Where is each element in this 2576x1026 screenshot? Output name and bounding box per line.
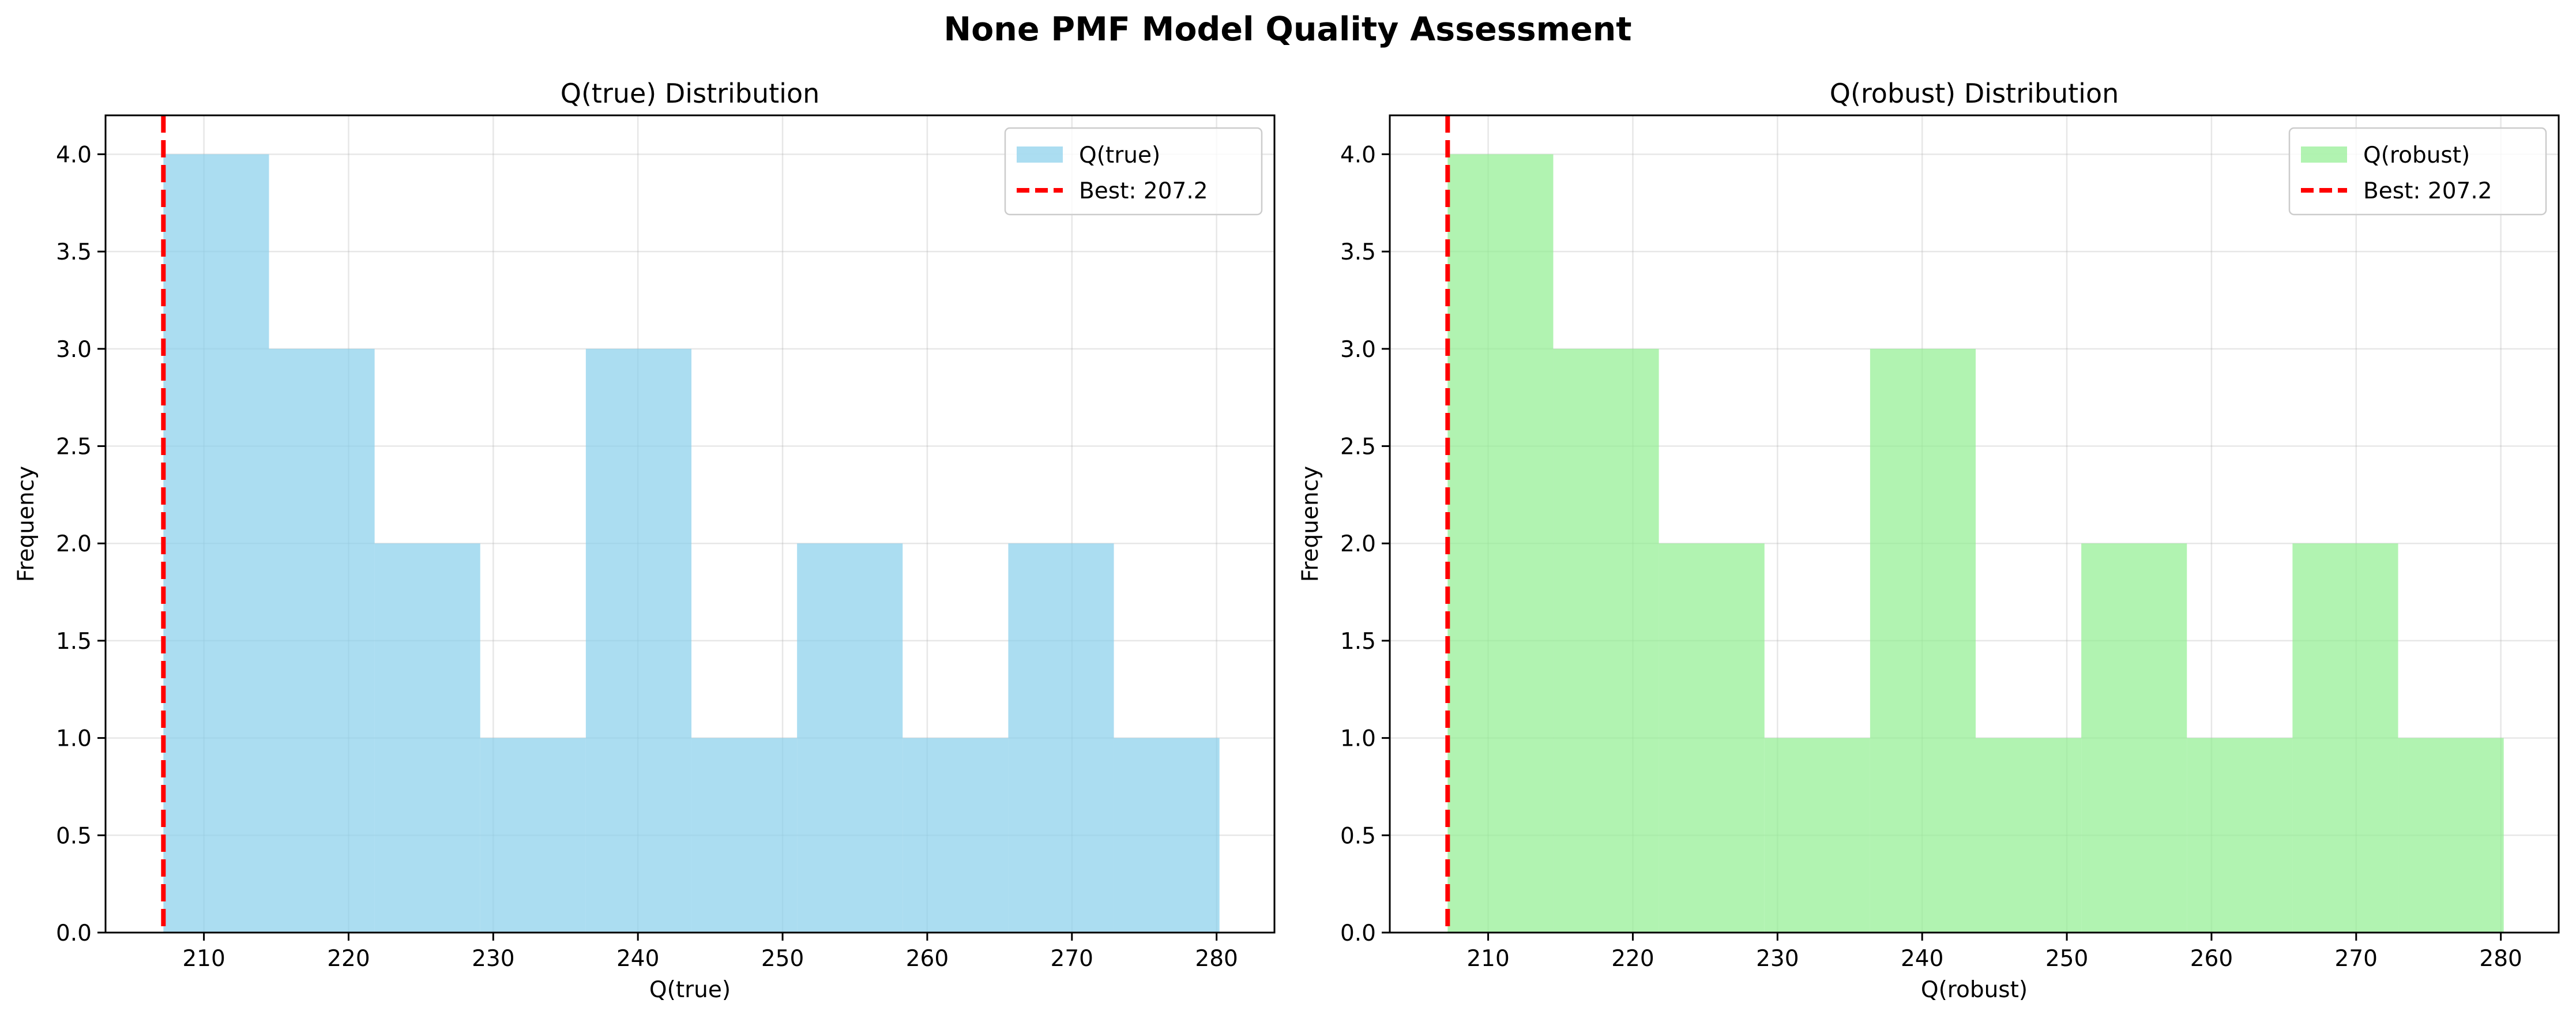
x-tick-label: 210 [182,946,225,972]
y-tick-label: 2.5 [1340,434,1376,460]
legend-label: Q(robust) [2363,142,2470,168]
y-tick-label: 4.0 [1340,142,1376,168]
y-tick-label: 1.0 [56,726,92,752]
histogram-bar [585,348,692,933]
y-tick-label: 1.5 [56,629,92,655]
y-tick-label: 4.0 [56,142,92,168]
histogram-bar [1976,738,2082,933]
panel-1-title: Q(true) Distribution [561,78,820,109]
y-tick-label: 3.5 [56,239,92,265]
histogram-bar [1114,738,1220,933]
x-tick-label: 240 [616,946,659,972]
histogram-bar [1553,348,1659,933]
histogram-bar [2187,738,2293,933]
panel-1-axes-frame [104,114,1276,934]
legend-label: Best: 207.2 [1079,178,1208,204]
histogram-bar [163,154,269,933]
histogram-bar [691,738,798,933]
x-tick-label: 230 [472,946,514,972]
histogram-bar [480,738,586,933]
histogram-bar [1764,738,1870,933]
x-tick-label: 220 [1611,946,1654,972]
panel-1-y-axis-label: Frequency [13,466,39,582]
legend-label: Q(true) [1079,142,1160,168]
histogram-bar [1659,543,1765,933]
histogram-bar [2398,738,2504,933]
panel-2: 210 220 230 240 250 260 270 280 0.0 0.5 1.0 1.5 2.0 2… [1298,78,2560,1003]
panel-2-title: Q(robust) Distribution [1830,78,2119,109]
legend-box [2288,127,2547,216]
x-tick-label: 270 [1051,946,1093,972]
histogram-bar [1870,348,1976,933]
x-tick-label: 260 [2190,946,2233,972]
panel-1-bars [163,154,1220,933]
histogram-bar [2081,543,2187,933]
x-tick-label: 270 [2335,946,2378,972]
panel-2-x-axis-label: Q(robust) [1921,977,2028,1003]
y-tick-label: 1.0 [1340,726,1376,752]
x-tick-label: 240 [1901,946,1943,972]
x-tick-label: 210 [1466,946,1509,972]
histogram-bar [374,543,480,933]
x-tick-label: 250 [761,946,804,972]
y-tick-label: 2.0 [56,531,92,557]
histogram-bar [902,738,1009,933]
histogram-bar [1447,154,1554,933]
panel-2-legend: Q(robust) Best: 207.2 [2288,127,2547,216]
histogram-bar [797,543,903,933]
y-tick-label: 0.5 [1340,823,1376,849]
legend-label: Best: 207.2 [2363,178,2492,204]
y-tick-label: 1.5 [1340,629,1376,655]
y-tick-label: 0.0 [1340,920,1376,946]
panel-1-x-axis-label: Q(true) [649,977,731,1003]
panel-2-axes-frame [1389,114,2560,934]
panel-2-bars [1447,154,2504,933]
y-tick-label: 2.5 [56,434,92,460]
x-tick-label: 280 [1195,946,1238,972]
histogram-bar [1008,543,1114,933]
panel-1: 210 220 230 240 250 260 270 280 0.0 0.5 1.0 1.5 2.0 2… [13,78,1276,1003]
y-tick-label: 0.0 [56,920,92,946]
y-tick-label: 3.5 [1340,239,1376,265]
legend-swatch [1017,146,1063,163]
y-tick-label: 0.5 [56,823,92,849]
panel-1-legend: Q(true) Best: 207.2 [1004,127,1263,216]
x-tick-label: 280 [2479,946,2522,972]
histogram-bar [2292,543,2398,933]
x-tick-label: 220 [327,946,370,972]
y-tick-label: 3.0 [56,337,92,363]
histogram-bar [269,348,375,933]
y-tick-label: 3.0 [1340,337,1376,363]
panel-2-y-axis-label: Frequency [1298,466,1323,582]
figure-title: None PMF Model Quality Assessment [943,10,1631,48]
x-tick-label: 230 [1756,946,1799,972]
x-tick-label: 250 [2045,946,2088,972]
y-tick-label: 2.0 [1340,531,1376,557]
legend-swatch [2301,146,2347,163]
x-tick-label: 260 [906,946,949,972]
legend-box [1004,127,1263,216]
